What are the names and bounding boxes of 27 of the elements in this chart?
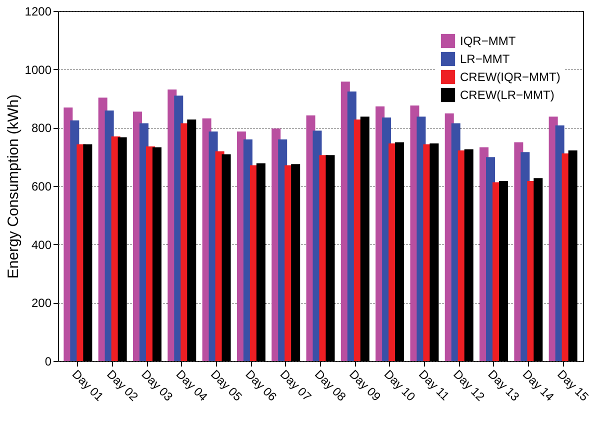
y-axis-title: Energy Consumption (kWh): [4, 94, 22, 279]
x-tick-label: Day 14: [520, 367, 557, 404]
y-tick-label: 400: [31, 238, 52, 252]
x-tick-label: Day 09: [346, 367, 384, 404]
x-tick-label: Day 05: [208, 367, 246, 404]
y-tick-label: 1000: [24, 62, 52, 77]
x-tick-label: Day 01: [69, 367, 106, 404]
x-tick-label: Day 06: [242, 367, 280, 404]
y-tick-label: 800: [31, 121, 52, 136]
legend-label: CREW(IQR−MMT): [460, 70, 560, 84]
x-tick-label: Day 11: [416, 367, 452, 404]
legend-label: LR−MMT: [460, 52, 510, 66]
y-tick-label: 1200: [24, 4, 52, 18]
x-tick-label: Day 08: [312, 367, 350, 404]
x-tick-label: Day 12: [450, 367, 488, 404]
y-tick-label: 200: [31, 296, 52, 310]
y-tick-label: 0: [44, 354, 52, 368]
legend-label: CREW(LR−MMT): [460, 88, 554, 102]
x-tick-label: Day 04: [173, 367, 210, 404]
x-tick-label: Day 02: [104, 367, 142, 404]
x-tick-label: Day 15: [554, 367, 592, 404]
y-tick-label: 600: [31, 180, 52, 194]
x-tick-label: Day 03: [138, 367, 176, 404]
x-tick-label: Day 13: [485, 367, 522, 404]
x-tick-label: Day 10: [381, 367, 418, 404]
legend-label: IQR−MMT: [460, 34, 516, 48]
x-tick-label: Day 07: [277, 367, 314, 404]
